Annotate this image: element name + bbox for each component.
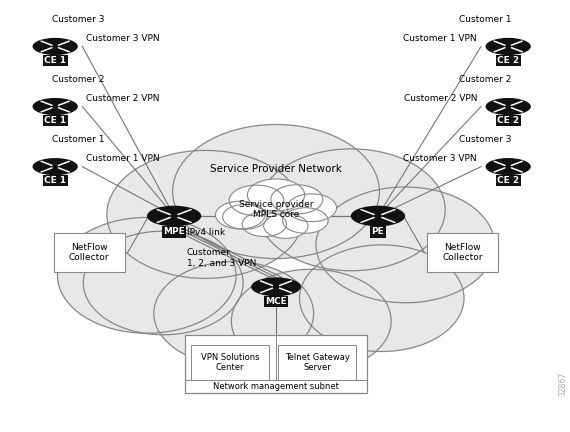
Ellipse shape xyxy=(486,158,531,175)
Text: PE: PE xyxy=(372,227,384,236)
Ellipse shape xyxy=(287,194,336,222)
Ellipse shape xyxy=(83,231,243,335)
Text: Service Provider Network: Service Provider Network xyxy=(210,164,342,174)
Ellipse shape xyxy=(257,149,445,271)
Text: Customer 1 VPN: Customer 1 VPN xyxy=(86,154,160,163)
Ellipse shape xyxy=(215,201,265,229)
Ellipse shape xyxy=(147,206,201,226)
FancyBboxPatch shape xyxy=(191,346,269,380)
Ellipse shape xyxy=(32,38,78,55)
Ellipse shape xyxy=(32,98,78,115)
Ellipse shape xyxy=(242,212,287,237)
Text: Customer 3: Customer 3 xyxy=(458,135,511,144)
Text: CE 1: CE 1 xyxy=(44,116,66,125)
Text: CE 1: CE 1 xyxy=(44,56,66,65)
Text: Customer 2 VPN: Customer 2 VPN xyxy=(86,94,160,103)
FancyBboxPatch shape xyxy=(278,346,356,380)
Text: CE 2: CE 2 xyxy=(497,116,519,125)
Ellipse shape xyxy=(229,185,284,216)
Ellipse shape xyxy=(154,262,314,365)
Text: CE 2: CE 2 xyxy=(497,56,519,65)
Text: Customer 2: Customer 2 xyxy=(459,75,511,84)
Ellipse shape xyxy=(271,185,323,214)
Ellipse shape xyxy=(264,213,308,238)
Text: Network management subnet: Network management subnet xyxy=(213,382,339,391)
Text: Telnet Gateway
Server: Telnet Gateway Server xyxy=(285,353,349,372)
Text: Customer 2: Customer 2 xyxy=(52,75,105,84)
Ellipse shape xyxy=(173,124,380,259)
Text: 32867: 32867 xyxy=(559,372,568,396)
FancyBboxPatch shape xyxy=(185,335,367,393)
Ellipse shape xyxy=(223,204,267,229)
Text: Customer
1, 2, and 3 VPN: Customer 1, 2, and 3 VPN xyxy=(186,248,256,267)
Text: VPN Solutions
Center: VPN Solutions Center xyxy=(201,353,259,372)
Ellipse shape xyxy=(251,277,301,296)
Ellipse shape xyxy=(107,150,304,278)
Ellipse shape xyxy=(247,179,305,211)
Text: IPv4 link: IPv4 link xyxy=(186,228,225,237)
Text: NetFlow
Collector: NetFlow Collector xyxy=(69,243,109,262)
Ellipse shape xyxy=(32,158,78,175)
FancyBboxPatch shape xyxy=(54,233,125,272)
Ellipse shape xyxy=(231,269,391,373)
Text: Customer 3: Customer 3 xyxy=(52,15,105,24)
Text: NetFlow
Collector: NetFlow Collector xyxy=(443,243,483,262)
Text: Customer 1: Customer 1 xyxy=(52,135,105,144)
Text: Customer 1: Customer 1 xyxy=(458,15,511,24)
Text: Service provider
MPLS core: Service provider MPLS core xyxy=(239,200,314,219)
Ellipse shape xyxy=(58,217,236,333)
Text: MPE: MPE xyxy=(163,227,185,236)
Text: MCE: MCE xyxy=(265,297,287,306)
Ellipse shape xyxy=(299,245,464,352)
Text: Customer 2 VPN: Customer 2 VPN xyxy=(404,94,477,103)
Text: Customer 3 VPN: Customer 3 VPN xyxy=(404,154,477,163)
Text: CE 2: CE 2 xyxy=(497,176,519,185)
Ellipse shape xyxy=(486,98,531,115)
Ellipse shape xyxy=(316,187,495,303)
Ellipse shape xyxy=(486,38,531,55)
Ellipse shape xyxy=(351,206,405,226)
Text: Customer 3 VPN: Customer 3 VPN xyxy=(86,34,160,43)
Text: CE 1: CE 1 xyxy=(44,176,66,185)
FancyBboxPatch shape xyxy=(428,233,498,272)
Ellipse shape xyxy=(283,208,328,233)
Text: Customer 1 VPN: Customer 1 VPN xyxy=(404,34,477,43)
